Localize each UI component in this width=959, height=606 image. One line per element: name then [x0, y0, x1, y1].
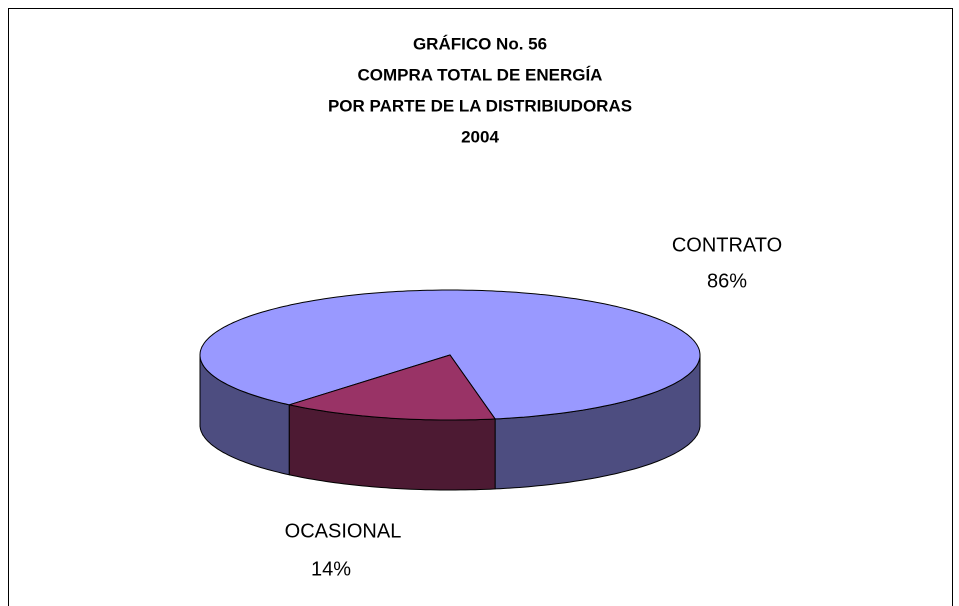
chart-frame: [8, 8, 953, 606]
slice-value-label: 14%: [311, 558, 351, 580]
chart-title: COMPRA TOTAL DE ENERGÍA: [358, 65, 603, 84]
chart-title: POR PARTE DE LA DISTRIBIUDORAS: [328, 96, 632, 115]
pie-slice: [289, 354, 497, 421]
slice-value-label: 86%: [707, 270, 747, 292]
slice-label: CONTRATO: [672, 234, 782, 256]
chart-title: GRÁFICO No. 56: [413, 34, 547, 53]
chart-title: 2004: [461, 127, 499, 146]
pie-slice: [199, 289, 701, 420]
slice-label: OCASIONAL: [285, 520, 402, 542]
